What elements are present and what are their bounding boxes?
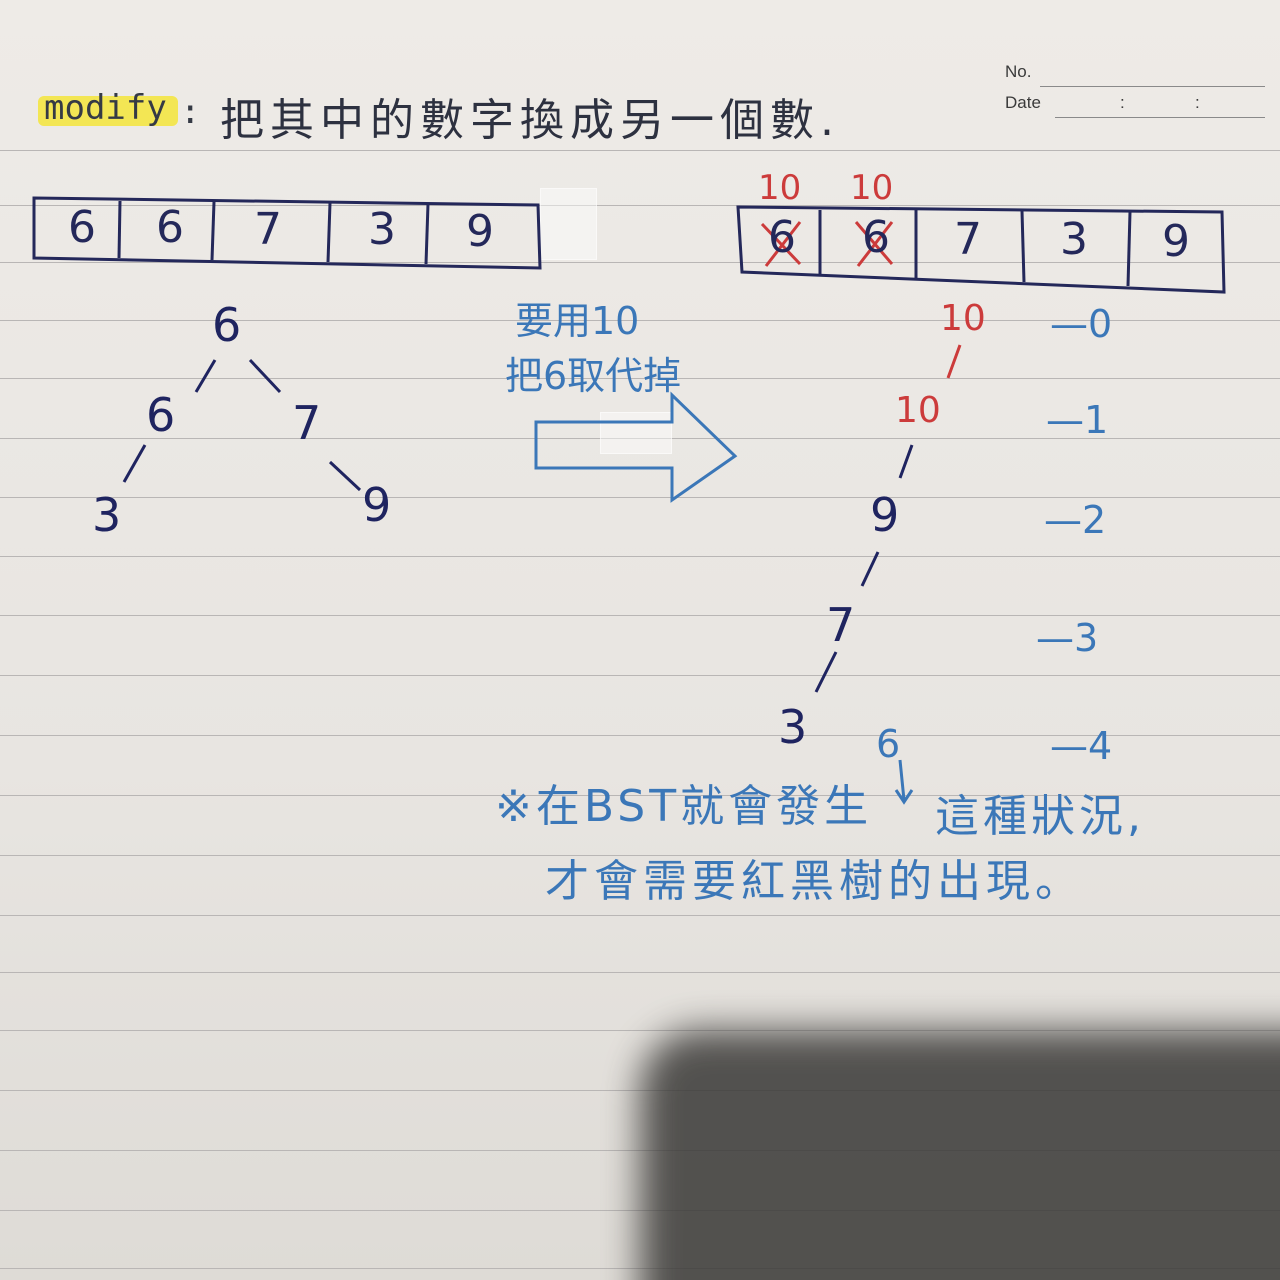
chain-node: 9 — [870, 488, 900, 542]
chain-extra-node: 6 — [876, 722, 901, 766]
ruled-line — [0, 615, 1280, 616]
ruled-line — [0, 675, 1280, 676]
arrow-right-icon — [534, 391, 738, 503]
title-text: 把其中的數字換成另一個數. — [220, 95, 840, 146]
ruled-line — [0, 735, 1280, 736]
chain-node: 3 — [778, 700, 808, 754]
highlight-mark — [38, 96, 178, 126]
chain-node: 10 — [940, 298, 986, 339]
array-after-cell: 6 — [862, 212, 890, 263]
ruled-line — [0, 150, 1280, 151]
array-before-cell: 3 — [368, 204, 396, 255]
note-line3: 才會需要紅黑樹的出現。 — [545, 856, 1084, 907]
ruled-line — [0, 497, 1280, 498]
chain-edges — [814, 444, 914, 693]
chain-node: 10 — [895, 390, 941, 431]
replacement-value: 10 — [758, 168, 802, 208]
array-before-cell: 9 — [466, 206, 494, 257]
ruled-line — [0, 205, 1280, 206]
title-colon: : — [180, 92, 201, 132]
header-date-label: Date — [1005, 93, 1041, 112]
array-after-cell: 3 — [1060, 214, 1088, 265]
level-label: —1 — [1046, 398, 1109, 442]
header-no-label: No. — [1005, 62, 1032, 81]
level-label: —4 — [1050, 724, 1113, 768]
replacement-value: 10 — [850, 168, 894, 208]
note-line1: ※在BST就會發生 — [495, 781, 873, 832]
chain-edges-red — [946, 344, 962, 379]
tree-node-left-left: 3 — [92, 488, 122, 542]
tape-strip — [600, 412, 672, 454]
level-label: —3 — [1036, 616, 1099, 660]
array-after-cell: 6 — [768, 212, 796, 263]
header-date-sep: : — [1195, 93, 1200, 112]
tree-node-root: 6 — [212, 298, 242, 352]
hand-shadow — [640, 1030, 1280, 1280]
header-date-line — [1055, 117, 1265, 118]
header-date-sep: : — [1120, 93, 1125, 112]
ruled-line — [0, 915, 1280, 916]
ruled-line — [0, 1030, 1280, 1031]
cross-out-marks — [760, 221, 894, 267]
ruled-line — [0, 438, 1280, 439]
header-no-line — [1040, 86, 1265, 87]
level-label: —0 — [1050, 302, 1113, 346]
ruled-line — [0, 972, 1280, 973]
array-after-cell: 9 — [1162, 216, 1190, 267]
tree-node-right: 7 — [292, 396, 322, 450]
tape-strip — [540, 188, 597, 260]
tree-node-right-right: 9 — [362, 478, 392, 532]
ruled-line — [0, 795, 1280, 796]
ruled-line — [0, 378, 1280, 379]
ruled-line — [0, 262, 1280, 263]
array-before-cell: 7 — [254, 204, 282, 255]
ruled-line — [0, 320, 1280, 321]
down-arrow-icon — [894, 759, 914, 805]
ruled-line — [0, 855, 1280, 856]
tree-node-left: 6 — [146, 388, 176, 442]
array-before-cell: 6 — [156, 202, 184, 253]
arrow-note-line2: 把6取代掉 — [505, 354, 682, 398]
level-label: —2 — [1044, 498, 1107, 542]
tree-before-edges — [122, 358, 362, 492]
array-before-cell: 6 — [68, 202, 96, 253]
chain-node: 7 — [826, 598, 856, 652]
arrow-note-line1: 要用10 — [515, 299, 640, 343]
array-after-box — [736, 205, 1226, 294]
note-line2: 這種狀況, — [935, 791, 1145, 842]
array-after-cell: 7 — [954, 214, 982, 265]
ruled-line — [0, 556, 1280, 557]
array-before-box — [32, 196, 542, 270]
title-keyword: modify — [44, 88, 167, 128]
